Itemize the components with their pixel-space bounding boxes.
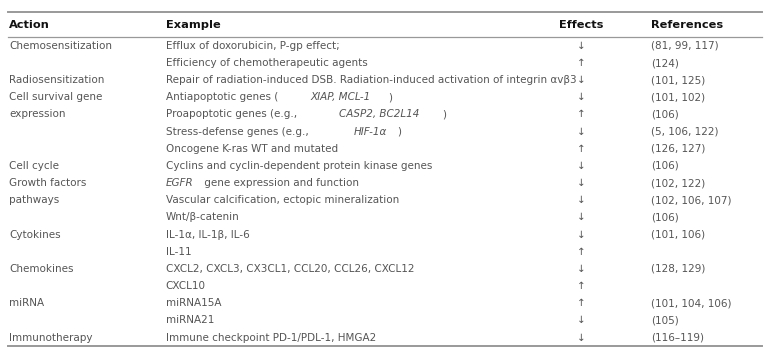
Text: (124): (124) bbox=[651, 58, 678, 68]
Text: ): ) bbox=[443, 109, 447, 120]
Text: (105): (105) bbox=[651, 315, 678, 326]
Text: Growth factors: Growth factors bbox=[9, 178, 86, 188]
Text: ↓: ↓ bbox=[577, 195, 586, 205]
Text: (101, 102): (101, 102) bbox=[651, 92, 705, 102]
Text: ↓: ↓ bbox=[577, 333, 586, 343]
Text: ↑: ↑ bbox=[577, 144, 586, 154]
Text: ↓: ↓ bbox=[577, 161, 586, 171]
Text: Cell cycle: Cell cycle bbox=[9, 161, 59, 171]
Text: Stress-defense genes (e.g.,: Stress-defense genes (e.g., bbox=[166, 127, 312, 137]
Text: Example: Example bbox=[166, 20, 220, 30]
Text: expression: expression bbox=[9, 109, 65, 120]
Text: Cyclins and cyclin-dependent protein kinase genes: Cyclins and cyclin-dependent protein kin… bbox=[166, 161, 432, 171]
Text: ↓: ↓ bbox=[577, 41, 586, 51]
Text: IL-11: IL-11 bbox=[166, 247, 191, 257]
Text: (101, 106): (101, 106) bbox=[651, 230, 705, 240]
Text: XIAP, MCL-1: XIAP, MCL-1 bbox=[310, 92, 370, 102]
Text: (101, 125): (101, 125) bbox=[651, 75, 705, 85]
Text: Antiapoptotic genes (: Antiapoptotic genes ( bbox=[166, 92, 278, 102]
Text: pathways: pathways bbox=[9, 195, 59, 205]
Text: Cytokines: Cytokines bbox=[9, 230, 61, 240]
Text: ↓: ↓ bbox=[577, 75, 586, 85]
Text: Chemokines: Chemokines bbox=[9, 264, 74, 274]
Text: ↑: ↑ bbox=[577, 109, 586, 120]
Text: (128, 129): (128, 129) bbox=[651, 264, 705, 274]
Text: Chemosensitization: Chemosensitization bbox=[9, 41, 112, 51]
Text: Immune checkpoint PD-1/PDL-1, HMGA2: Immune checkpoint PD-1/PDL-1, HMGA2 bbox=[166, 333, 376, 343]
Text: ↓: ↓ bbox=[577, 315, 586, 326]
Text: ↑: ↑ bbox=[577, 298, 586, 308]
Text: Cell survival gene: Cell survival gene bbox=[9, 92, 102, 102]
Text: (106): (106) bbox=[651, 212, 678, 223]
Text: CXCL2, CXCL3, CX3CL1, CCL20, CCL26, CXCL12: CXCL2, CXCL3, CX3CL1, CCL20, CCL26, CXCL… bbox=[166, 264, 414, 274]
Text: HIF-1α: HIF-1α bbox=[354, 127, 387, 137]
Text: Efflux of doxorubicin, P-gp effect;: Efflux of doxorubicin, P-gp effect; bbox=[166, 41, 340, 51]
Text: ↓: ↓ bbox=[577, 178, 586, 188]
Text: miRNA: miRNA bbox=[9, 298, 45, 308]
Text: miRNA21: miRNA21 bbox=[166, 315, 214, 326]
Text: Radiosensitization: Radiosensitization bbox=[9, 75, 105, 85]
Text: CASP2, BC2L14: CASP2, BC2L14 bbox=[339, 109, 420, 120]
Text: ↓: ↓ bbox=[577, 230, 586, 240]
Text: Oncogene K-ras WT and mutated: Oncogene K-ras WT and mutated bbox=[166, 144, 338, 154]
Text: (101, 104, 106): (101, 104, 106) bbox=[651, 298, 732, 308]
Text: (5, 106, 122): (5, 106, 122) bbox=[651, 127, 718, 137]
Text: Effects: Effects bbox=[559, 20, 604, 30]
Text: ↓: ↓ bbox=[577, 264, 586, 274]
Text: (106): (106) bbox=[651, 161, 678, 171]
Text: (102, 106, 107): (102, 106, 107) bbox=[651, 195, 732, 205]
Text: ↑: ↑ bbox=[577, 281, 586, 291]
Text: ↑: ↑ bbox=[577, 58, 586, 68]
Text: miRNA15A: miRNA15A bbox=[166, 298, 221, 308]
Text: (102, 122): (102, 122) bbox=[651, 178, 705, 188]
Text: Action: Action bbox=[9, 20, 50, 30]
Text: Proapoptotic genes (e.g.,: Proapoptotic genes (e.g., bbox=[166, 109, 300, 120]
Text: Wnt/β-catenin: Wnt/β-catenin bbox=[166, 212, 239, 223]
Text: ↑: ↑ bbox=[577, 247, 586, 257]
Text: Immunotherapy: Immunotherapy bbox=[9, 333, 92, 343]
Text: ↓: ↓ bbox=[577, 92, 586, 102]
Text: References: References bbox=[651, 20, 723, 30]
Text: ↓: ↓ bbox=[577, 212, 586, 223]
Text: Vascular calcification, ectopic mineralization: Vascular calcification, ectopic minerali… bbox=[166, 195, 399, 205]
Text: IL-1α, IL-1β, IL-6: IL-1α, IL-1β, IL-6 bbox=[166, 230, 249, 240]
Text: (126, 127): (126, 127) bbox=[651, 144, 705, 154]
Text: (81, 99, 117): (81, 99, 117) bbox=[651, 41, 718, 51]
Text: CXCL10: CXCL10 bbox=[166, 281, 206, 291]
Text: ): ) bbox=[388, 92, 392, 102]
Text: Efficiency of chemotherapeutic agents: Efficiency of chemotherapeutic agents bbox=[166, 58, 367, 68]
Text: (106): (106) bbox=[651, 109, 678, 120]
Text: gene expression and function: gene expression and function bbox=[202, 178, 360, 188]
Text: EGFR: EGFR bbox=[166, 178, 193, 188]
Text: ): ) bbox=[397, 127, 401, 137]
Text: ↓: ↓ bbox=[577, 127, 586, 137]
Text: (116–119): (116–119) bbox=[651, 333, 704, 343]
Text: Repair of radiation-induced DSB. Radiation-induced activation of integrin αvβ3: Repair of radiation-induced DSB. Radiati… bbox=[166, 75, 576, 85]
